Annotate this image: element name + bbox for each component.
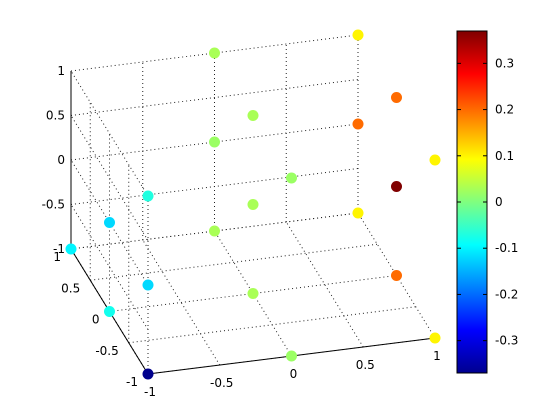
scatter-point (247, 110, 259, 121)
grid-line (285, 221, 364, 348)
z-tick-label: -1 (53, 242, 65, 256)
grid-line (70, 204, 149, 330)
scatter-point (247, 199, 259, 210)
grid-line (90, 243, 378, 281)
colorbar-tick-label: 0.1 (495, 149, 514, 163)
x-tick-label: 0.5 (356, 358, 375, 372)
scatter-point (209, 225, 220, 237)
grid-line (214, 230, 292, 357)
grid-line (142, 239, 221, 366)
colorbar-tick-label: -0.3 (495, 334, 518, 348)
scatter-point (209, 136, 220, 148)
scatter-point (429, 154, 441, 166)
scatter-point (391, 92, 402, 103)
y-tick-label: 0.5 (61, 281, 80, 295)
tick-labels: -1-0.500.51-1-0.500.51-1-0.500.51 (42, 64, 441, 399)
scatter-point (286, 172, 297, 184)
scatter-point (391, 270, 402, 281)
y-tick-label: -1 (126, 375, 138, 389)
x-tick-label: -0.5 (210, 376, 233, 390)
z-tick-label: 1 (57, 64, 65, 78)
z-tick-label: 0.5 (46, 109, 65, 123)
colorbar-scale (456, 30, 488, 374)
grid-line (70, 159, 149, 286)
grid-line (70, 70, 149, 197)
scatter-point (352, 207, 364, 219)
scatter-point (352, 118, 364, 130)
grid-line (70, 79, 359, 116)
z-tick-label: -0.5 (42, 198, 65, 212)
colorbar-ticks: 0.3 0.2 0.1 0 -0.1 -0.2 -0.3 (457, 56, 518, 348)
scatter-point (286, 350, 297, 362)
colorbar-tick-label: -0.2 (495, 287, 518, 301)
data-points (65, 29, 441, 380)
colorbar-tick-label: 0 (495, 195, 503, 209)
scatter-point (104, 217, 115, 228)
scatter-point (142, 190, 154, 202)
scatter-point (391, 181, 402, 192)
x-tick-label: 0 (290, 367, 298, 381)
y-tick-label: 1 (53, 250, 61, 264)
scatter-point (104, 306, 115, 317)
colorbar (456, 30, 488, 374)
grid-line (357, 212, 436, 339)
y-tick-label: 0 (92, 313, 100, 327)
y-tick-label: -0.5 (95, 344, 118, 358)
colorbar-tick-label: -0.1 (495, 241, 518, 255)
x-tick-label: 1 (433, 349, 441, 363)
scatter-point (142, 368, 154, 380)
grid-line (70, 115, 149, 241)
colorbar-tick-label: 0.2 (495, 103, 514, 117)
scatter-point (65, 243, 77, 255)
scatter-point (352, 29, 364, 41)
colorbar-tick-label: 0.3 (495, 56, 514, 70)
x-tick-label: -1 (144, 385, 156, 399)
z-tick-label: 0 (57, 153, 65, 167)
scatter-point (429, 332, 441, 344)
scatter-point (209, 47, 220, 59)
scatter-point (142, 279, 154, 291)
scatter-point (247, 288, 259, 299)
